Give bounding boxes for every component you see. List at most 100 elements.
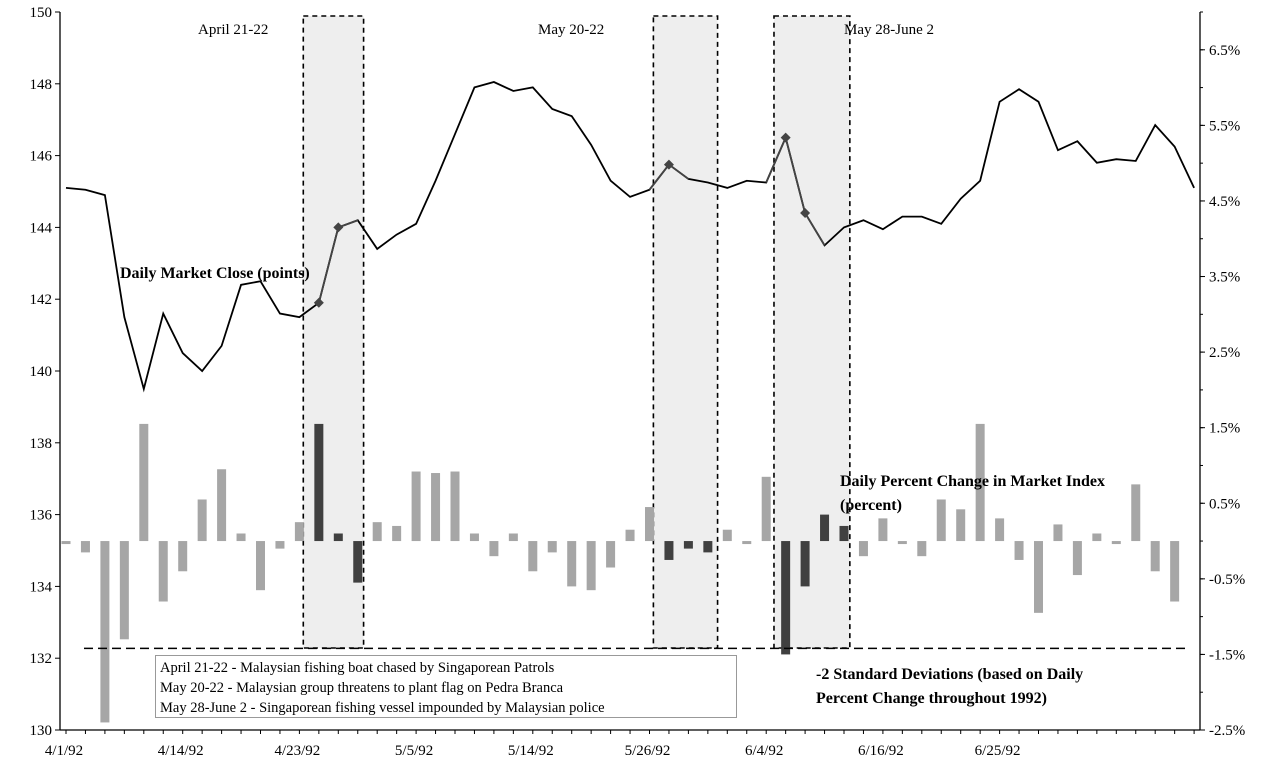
change-bar xyxy=(450,471,460,542)
change-bar xyxy=(139,423,149,542)
change-bar xyxy=(392,525,402,542)
change-bar xyxy=(878,518,888,542)
change-bar xyxy=(411,471,421,542)
right-tick-label: 6.5% xyxy=(1209,43,1240,59)
left-tick-label: 144 xyxy=(30,220,53,236)
left-tick-label: 148 xyxy=(30,77,53,93)
change-bar xyxy=(256,541,265,591)
change-bar xyxy=(178,541,188,572)
change-bar xyxy=(158,541,168,602)
x-tick-label: 6/16/92 xyxy=(858,743,904,759)
change-bar xyxy=(1111,541,1121,545)
change-bar xyxy=(236,533,246,542)
event-window-1 xyxy=(652,15,719,649)
change-bar xyxy=(722,529,732,542)
right-tick-label: 2.5% xyxy=(1209,345,1240,361)
change-bar xyxy=(547,541,557,553)
change-bar xyxy=(197,499,207,542)
x-tick-label: 6/25/92 xyxy=(975,743,1021,759)
change-bar xyxy=(956,509,966,542)
change-bar xyxy=(683,541,693,549)
market-close-lines xyxy=(65,81,1195,393)
change-bar xyxy=(586,541,596,591)
change-bar xyxy=(431,473,441,542)
change-bar xyxy=(936,499,946,542)
change-bar xyxy=(489,541,499,557)
change-bar xyxy=(275,541,285,549)
change-bar xyxy=(1014,541,1024,560)
x-tick-label: 4/1/92 xyxy=(45,743,83,759)
change-bar xyxy=(508,533,518,542)
event-marker xyxy=(313,297,324,308)
change-bar xyxy=(742,541,752,545)
event-window-0 xyxy=(302,15,365,649)
event-windows xyxy=(302,15,851,649)
change-bar xyxy=(353,541,363,583)
close-series-label: Daily Market Close (points) xyxy=(120,265,310,282)
note-may20: May 20-22 - Malaysian group threatens to… xyxy=(160,680,564,696)
x-tick-label: 5/5/92 xyxy=(395,743,433,759)
change-bar xyxy=(119,541,129,640)
left-tick-label: 138 xyxy=(30,436,53,452)
event-marker xyxy=(780,132,791,143)
change-bar xyxy=(820,514,830,542)
change-bar xyxy=(333,533,343,542)
note-may28: May 28-June 2 - Singaporean fishing vess… xyxy=(160,700,605,716)
event-segment-2 xyxy=(765,134,826,246)
change-bar xyxy=(294,522,304,542)
change-bar xyxy=(917,541,927,557)
left-tick-label: 132 xyxy=(30,651,53,667)
market-close-line xyxy=(65,81,1195,393)
change-bar xyxy=(528,541,538,572)
change-bar xyxy=(975,423,985,542)
event-window-title: May 28-June 2 xyxy=(844,22,934,38)
change-bar xyxy=(1053,524,1063,542)
change-bar xyxy=(839,525,849,542)
x-tick-label: 4/14/92 xyxy=(158,743,204,759)
percent-change-bars xyxy=(61,423,1180,723)
left-tick-label: 134 xyxy=(30,579,53,595)
change-bar xyxy=(800,541,810,587)
event-marker xyxy=(663,159,674,170)
event-window-title: May 20-22 xyxy=(538,22,604,38)
event-marker xyxy=(333,222,344,233)
change-bar xyxy=(606,541,616,568)
right-tick-label: -1.5% xyxy=(1209,647,1245,663)
change-bar xyxy=(217,469,227,542)
events-notes-box: April 21-22 - Malaysian fishing boat cha… xyxy=(155,655,737,718)
left-tick-label: 140 xyxy=(30,364,53,380)
event-marker xyxy=(800,208,811,219)
change-bar xyxy=(1150,541,1160,572)
change-bar xyxy=(469,533,479,542)
change-bar xyxy=(567,541,577,587)
change-bar xyxy=(80,541,90,553)
change-bar xyxy=(858,541,868,557)
right-tick-label: 5.5% xyxy=(1209,118,1240,134)
right-tick-label: 3.5% xyxy=(1209,270,1240,286)
x-tick-label: 6/4/92 xyxy=(745,743,783,759)
note-april: April 21-22 - Malaysian fishing boat cha… xyxy=(160,660,555,676)
left-tick-label: 142 xyxy=(30,292,53,308)
change-bar xyxy=(781,541,791,655)
change-bar xyxy=(995,518,1005,542)
x-tick-label: 4/23/92 xyxy=(274,743,320,759)
change-bar xyxy=(1131,484,1141,542)
change-bar xyxy=(897,541,907,545)
event-window-title: April 21-22 xyxy=(198,22,268,38)
right-tick-label: 0.5% xyxy=(1209,496,1240,512)
threshold-label-1: -2 Standard Deviations (based on Daily xyxy=(816,666,1083,683)
change-bar xyxy=(372,522,382,542)
change-bar xyxy=(645,507,654,542)
change-bar xyxy=(1170,541,1180,602)
chart-labels: Daily Market Close (points) Daily Percen… xyxy=(120,265,1105,707)
change-bar xyxy=(761,476,771,542)
right-tick-label: 1.5% xyxy=(1209,421,1240,437)
right-tick-label: -0.5% xyxy=(1209,572,1245,588)
change-bar xyxy=(703,541,713,553)
change-bar xyxy=(1092,533,1102,542)
x-tick-label: 5/26/92 xyxy=(625,743,671,759)
threshold-label-2: Percent Change throughout 1992) xyxy=(816,690,1047,707)
change-bar xyxy=(1072,541,1082,576)
x-tick-label: 5/14/92 xyxy=(508,743,554,759)
